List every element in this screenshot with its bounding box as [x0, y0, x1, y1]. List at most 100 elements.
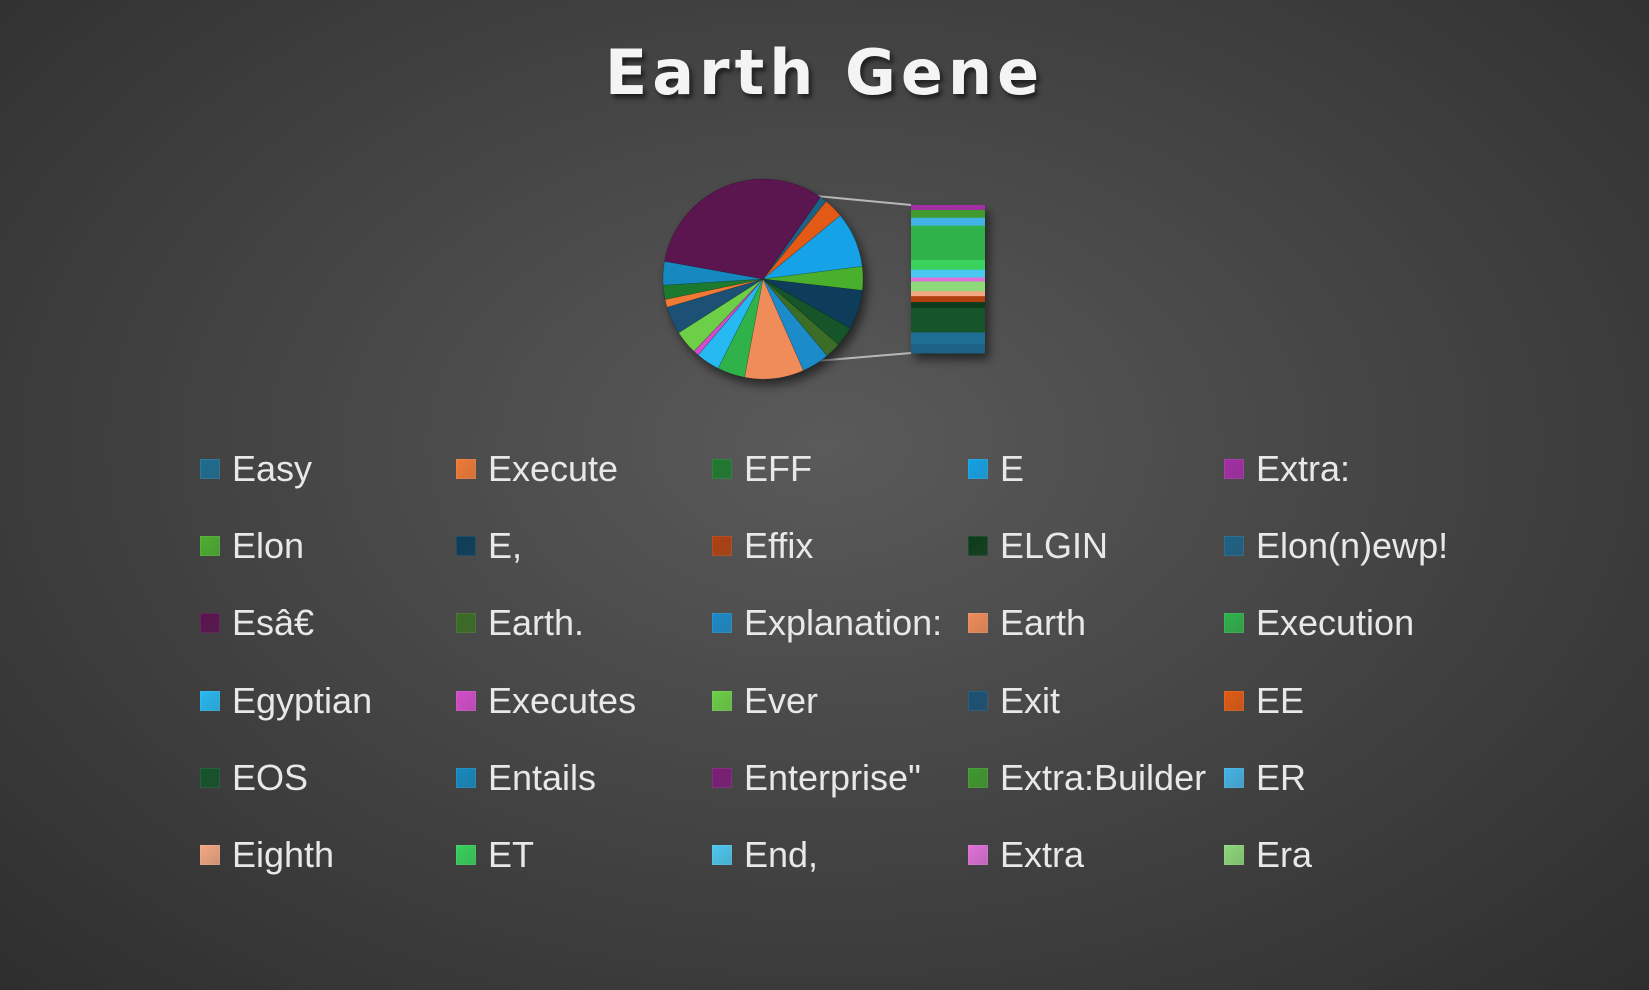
- legend-label: Enterprise": [744, 756, 921, 798]
- connector-line-bottom: [815, 352, 912, 362]
- legend-swatch: [456, 690, 476, 711]
- legend-swatch: [968, 535, 988, 556]
- legend-swatch: [1224, 767, 1244, 788]
- legend-item-elgin: ELGIN: [968, 507, 1224, 584]
- legend-item-enterprise: Enterprise": [712, 739, 968, 816]
- connector-lines: [815, 195, 912, 362]
- legend-label: Explanation:: [744, 602, 943, 644]
- bar-segment-et: [911, 259, 985, 271]
- legend-label: Ever: [744, 679, 819, 721]
- legend-item-extra-builder: Extra:Builder: [968, 739, 1224, 816]
- legend-item-er: ER: [1224, 739, 1480, 816]
- legend-item-extra: Extra: [968, 816, 1224, 893]
- bar-of-pie-stack: [911, 205, 985, 354]
- legend-label: Executes: [488, 679, 637, 721]
- legend-label: Entails: [488, 756, 597, 798]
- legend-swatch: [712, 767, 732, 788]
- legend-swatch: [200, 535, 220, 556]
- legend-swatch: [968, 458, 988, 479]
- legend-swatch: [456, 458, 476, 479]
- legend-label: Egyptian: [232, 679, 373, 721]
- bar-segment-elon-n-ewp: [911, 344, 985, 354]
- legend-item-eighth: Eighth: [200, 816, 456, 893]
- legend-swatch: [968, 613, 988, 634]
- legend-label: ER: [1256, 756, 1307, 798]
- connector-line-top: [815, 195, 912, 206]
- legend-item-ee: EE: [1224, 662, 1480, 739]
- legend-swatch: [200, 767, 220, 788]
- legend-swatch: [1224, 845, 1244, 866]
- legend-item-eff: EFF: [712, 430, 968, 507]
- legend-label: E,: [488, 524, 523, 566]
- legend-item-elon: Elon: [200, 507, 456, 584]
- chart-legend: Easy Execute EFF E Extra: Elon E, Effix ELGIN Elo…: [200, 430, 1480, 894]
- legend-item-eos: EOS: [200, 739, 456, 816]
- legend-item-entails: Entails: [456, 739, 712, 816]
- legend-label: Easy: [232, 447, 313, 489]
- legend-label: Esâ€: [232, 602, 315, 644]
- legend-item-ever: Ever: [712, 662, 968, 739]
- legend-swatch: [1224, 535, 1244, 556]
- legend-label: Extra:Builder: [1000, 756, 1207, 798]
- legend-swatch: [968, 690, 988, 711]
- legend-item-explanation: Explanation:: [712, 585, 968, 662]
- legend-label: Era: [1256, 834, 1313, 876]
- legend-item-extra: Extra:: [1224, 430, 1480, 507]
- legend-label: Elon: [232, 524, 305, 566]
- legend-swatch: [712, 535, 732, 556]
- pie-slices: [662, 178, 864, 380]
- legend-swatch: [712, 458, 732, 479]
- legend-swatch: [456, 845, 476, 866]
- legend-item-elon-n-ewp: Elon(n)ewp!: [1224, 507, 1480, 584]
- legend-item-e: E,: [456, 507, 712, 584]
- legend-label: EFF: [744, 447, 812, 489]
- legend-swatch: [1224, 458, 1244, 479]
- bar-segment-extra-builder: [911, 209, 985, 219]
- legend-swatch: [200, 845, 220, 866]
- legend-item-era: Era: [1224, 816, 1480, 893]
- bar-segment-eighth: [911, 291, 985, 297]
- legend-label: ET: [488, 834, 535, 876]
- legend-item-earth: Earth.: [456, 585, 712, 662]
- legend-label: Extra: [1000, 834, 1085, 876]
- legend-item-execution: Execution: [1224, 585, 1480, 662]
- bar-segment-era: [911, 281, 985, 292]
- pie-chart: [662, 178, 985, 380]
- legend-swatch: [200, 690, 220, 711]
- legend-item-egyptian: Egyptian: [200, 662, 456, 739]
- bar-segment-er: [911, 217, 985, 226]
- legend-swatch: [712, 690, 732, 711]
- legend-swatch: [968, 767, 988, 788]
- bar-segment-eos: [911, 307, 985, 333]
- legend-label: Exit: [1000, 679, 1061, 721]
- legend-swatch: [1224, 613, 1244, 634]
- legend-swatch: [1224, 690, 1244, 711]
- legend-swatch: [968, 845, 988, 866]
- bar-segment-effix: [911, 296, 985, 303]
- legend-label: EE: [1256, 679, 1305, 721]
- legend-label: Extra:: [1256, 447, 1351, 489]
- legend-item-effix: Effix: [712, 507, 968, 584]
- legend-swatch: [712, 613, 732, 634]
- bar-segment-easy: [911, 332, 985, 345]
- legend-swatch: [200, 613, 220, 634]
- legend-item-end: End,: [712, 816, 968, 893]
- legend-item-executes: Executes: [456, 662, 712, 739]
- legend-item-execute: Execute: [456, 430, 712, 507]
- legend-label: Execution: [1256, 602, 1415, 644]
- legend-label: Elon(n)ewp!: [1256, 524, 1449, 566]
- legend-item-es: Esâ€: [200, 585, 456, 662]
- bar-segment-extra: [911, 205, 985, 211]
- chart-title: Earth Gene: [604, 36, 1045, 109]
- bar-segment-elgin: [911, 302, 985, 309]
- legend-item-e: E: [968, 430, 1224, 507]
- legend-label: End,: [744, 834, 819, 876]
- legend-swatch: [456, 613, 476, 634]
- legend-label: Execute: [488, 447, 619, 489]
- legend-label: ELGIN: [1000, 524, 1109, 566]
- bar-segment-end: [911, 269, 985, 278]
- bar-segment-execution: [911, 225, 985, 261]
- legend-item-earth: Earth: [968, 585, 1224, 662]
- legend-label: Earth: [1000, 602, 1087, 644]
- legend-item-exit: Exit: [968, 662, 1224, 739]
